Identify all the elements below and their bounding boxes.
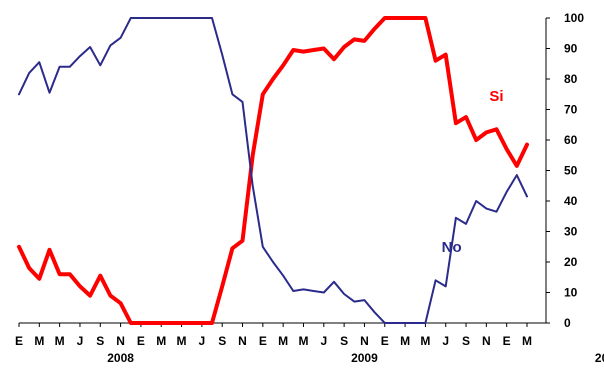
x-year-label: 2008 — [107, 351, 134, 365]
x-month-label: M — [177, 334, 187, 348]
series-line-no — [18, 17, 528, 324]
x-month-label: M — [55, 334, 65, 348]
x-month-label: M — [278, 334, 288, 348]
x-year-label: 2010 — [595, 351, 604, 365]
series-line-si — [17, 16, 529, 325]
y-tick-label: 30 — [564, 225, 578, 239]
x-month-label: E — [137, 334, 145, 348]
x-month-label: J — [77, 334, 84, 348]
y-ticks: 0 10 20 30 40 50 60 70 80 90 100 — [546, 11, 584, 330]
x-year-label: 2009 — [351, 351, 378, 365]
x-month-label: N — [238, 334, 247, 348]
series-label-si: Si — [489, 88, 503, 105]
x-month-label: J — [442, 334, 449, 348]
series: Si No — [17, 16, 529, 325]
x-month-label: E — [259, 334, 267, 348]
x-month-label: S — [96, 334, 104, 348]
y-tick-label: 20 — [564, 255, 578, 269]
x-labels: EMMJSNEMMJSNEMMJSNEMMJSNEM20082009201020… — [15, 334, 604, 365]
y-tick-label: 40 — [564, 194, 578, 208]
x-month-label: S — [462, 334, 470, 348]
y-tick-label: 90 — [564, 42, 578, 56]
y-tick-label: 100 — [564, 11, 584, 25]
x-month-label: M — [156, 334, 166, 348]
x-month-label: S — [340, 334, 348, 348]
x-month-label: M — [400, 334, 410, 348]
y-tick-label: 60 — [564, 133, 578, 147]
x-month-label: N — [482, 334, 491, 348]
x-month-label: E — [381, 334, 389, 348]
x-month-label: M — [34, 334, 44, 348]
y-tick-label: 70 — [564, 103, 578, 117]
y-tick-label: 0 — [564, 316, 571, 330]
x-month-label: J — [320, 334, 327, 348]
x-month-label: N — [360, 334, 369, 348]
x-month-label: M — [522, 334, 532, 348]
x-month-label: S — [218, 334, 226, 348]
series-label-no: No — [442, 239, 462, 256]
y-tick-label: 80 — [564, 72, 578, 86]
x-month-label: E — [15, 334, 23, 348]
y-tick-label: 10 — [564, 286, 578, 300]
x-month-label: M — [420, 334, 430, 348]
x-month-label: E — [503, 334, 511, 348]
x-month-label: M — [298, 334, 308, 348]
y-tick-label: 50 — [564, 164, 578, 178]
x-month-label: J — [199, 334, 206, 348]
x-month-label: N — [116, 334, 125, 348]
